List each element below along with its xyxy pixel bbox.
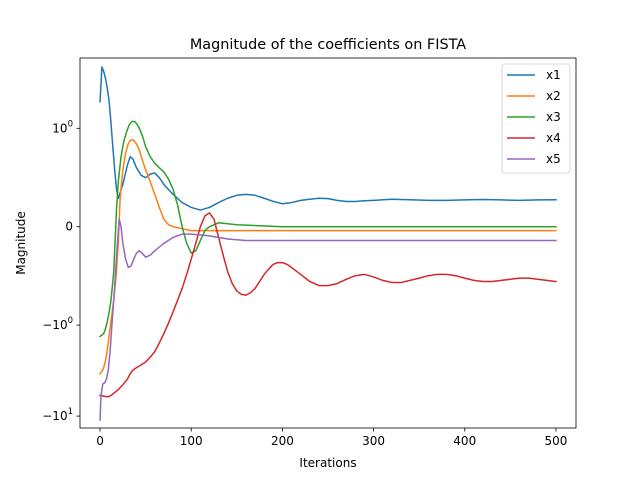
x-axis: 0 100 200 300 400 500 <box>96 428 567 448</box>
plot-frame <box>79 57 577 429</box>
y-tick-label: 0 <box>65 220 73 234</box>
x-tick-label: 200 <box>271 434 294 448</box>
x-tick-label: 100 <box>180 434 203 448</box>
legend: x1 x2 x3 x4 x5 <box>501 63 571 174</box>
x-tick-label: 300 <box>362 434 385 448</box>
y-tick-label: 100 <box>52 119 73 135</box>
legend-label-x3: x3 <box>546 110 561 124</box>
legend-label-x1: x1 <box>546 68 561 82</box>
legend-label-x4: x4 <box>546 131 561 145</box>
series-line-x5 <box>99 218 557 421</box>
series-line-x4 <box>99 212 557 398</box>
plot-area <box>79 57 577 429</box>
series-layer <box>99 66 557 421</box>
series-line-x2 <box>99 139 557 375</box>
y-axis: 100 0 −100 −101 <box>42 119 80 423</box>
y-tick-label: −100 <box>42 316 73 332</box>
legend-label-x2: x2 <box>546 89 561 103</box>
x-axis-label: Iterations <box>299 456 356 470</box>
legend-label-x5: x5 <box>546 152 561 166</box>
legend-box <box>501 63 571 174</box>
series-line-x1 <box>99 66 557 211</box>
x-tick-label: 0 <box>96 434 104 448</box>
y-axis-label: Magnitude <box>14 211 28 275</box>
chart-title: Magnitude of the coefficients on FISTA <box>190 37 466 53</box>
x-tick-label: 400 <box>453 434 476 448</box>
series-line-x3 <box>99 120 557 338</box>
y-tick-label: −101 <box>42 407 73 423</box>
x-tick-label: 500 <box>544 434 567 448</box>
